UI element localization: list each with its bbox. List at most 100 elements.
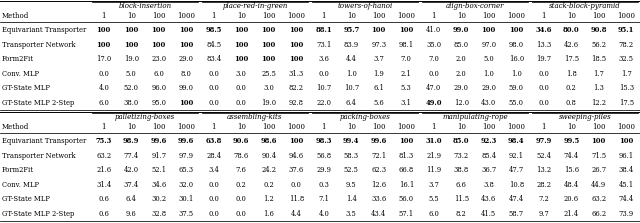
Text: 0.2: 0.2 xyxy=(566,84,577,92)
Text: 3.5: 3.5 xyxy=(346,210,356,218)
Text: 43.0: 43.0 xyxy=(481,99,497,107)
Text: 92.8: 92.8 xyxy=(289,99,304,107)
Text: 100: 100 xyxy=(591,137,606,145)
Text: 1: 1 xyxy=(321,124,326,131)
Text: 0.0: 0.0 xyxy=(208,99,219,107)
Text: GT-State MLP 2-Step: GT-State MLP 2-Step xyxy=(2,210,74,218)
Text: 98.0: 98.0 xyxy=(509,41,524,49)
Text: 0.0: 0.0 xyxy=(538,99,549,107)
Text: 3.1: 3.1 xyxy=(401,99,412,107)
Text: 100: 100 xyxy=(289,26,303,34)
Text: 16.1: 16.1 xyxy=(399,181,414,189)
Text: 1: 1 xyxy=(211,12,216,21)
Text: 1: 1 xyxy=(102,124,106,131)
Text: 3.4: 3.4 xyxy=(208,166,219,174)
Text: 3.0: 3.0 xyxy=(236,70,246,78)
Text: GT-State MLP 2-Step: GT-State MLP 2-Step xyxy=(2,99,74,107)
Text: 0.0: 0.0 xyxy=(236,84,246,92)
Text: 100: 100 xyxy=(179,26,193,34)
Text: 7.1: 7.1 xyxy=(318,195,329,203)
Text: 42.6: 42.6 xyxy=(564,41,579,49)
Text: 32.0: 32.0 xyxy=(179,181,194,189)
Text: 10.8: 10.8 xyxy=(509,181,524,189)
Text: 30.2: 30.2 xyxy=(151,195,166,203)
Text: 74.4: 74.4 xyxy=(619,195,634,203)
Text: 71.5: 71.5 xyxy=(591,152,606,160)
Text: 52.5: 52.5 xyxy=(344,166,358,174)
Text: 1000: 1000 xyxy=(177,124,195,131)
Text: 66.2: 66.2 xyxy=(591,210,606,218)
Text: 99.6: 99.6 xyxy=(150,137,167,145)
Text: 1000: 1000 xyxy=(617,12,636,21)
Text: place-red-in-green: place-red-in-green xyxy=(222,2,288,10)
Text: 100: 100 xyxy=(482,26,496,34)
Text: 47.7: 47.7 xyxy=(509,166,524,174)
Text: 19.0: 19.0 xyxy=(124,55,139,63)
Text: 100: 100 xyxy=(234,55,248,63)
Text: 75.3: 75.3 xyxy=(95,137,112,145)
Text: 52.4: 52.4 xyxy=(536,152,551,160)
Text: packing-boxes: packing-boxes xyxy=(340,114,390,122)
Text: 10: 10 xyxy=(237,124,246,131)
Text: 18.5: 18.5 xyxy=(591,55,606,63)
Text: 85.0: 85.0 xyxy=(453,137,470,145)
Text: 0.0: 0.0 xyxy=(428,70,439,78)
Text: 58.3: 58.3 xyxy=(344,152,359,160)
Text: 99.4: 99.4 xyxy=(343,137,360,145)
Text: 82.2: 82.2 xyxy=(289,84,304,92)
Text: manipulating-rope: manipulating-rope xyxy=(442,114,508,122)
Text: 92.1: 92.1 xyxy=(509,152,524,160)
Text: Method: Method xyxy=(2,12,29,21)
Text: 43.4: 43.4 xyxy=(371,210,387,218)
Text: 1.9: 1.9 xyxy=(373,70,384,78)
Text: 100: 100 xyxy=(372,12,385,21)
Text: 0.8: 0.8 xyxy=(566,99,577,107)
Text: 21.9: 21.9 xyxy=(426,152,441,160)
Text: 52.1: 52.1 xyxy=(151,166,166,174)
Text: Form2Fit: Form2Fit xyxy=(2,55,34,63)
Text: 57.1: 57.1 xyxy=(399,210,414,218)
Text: 6.0: 6.0 xyxy=(99,99,109,107)
Text: 48.4: 48.4 xyxy=(564,181,579,189)
Text: 1: 1 xyxy=(541,12,546,21)
Text: 10: 10 xyxy=(567,124,576,131)
Text: 5.6: 5.6 xyxy=(373,99,384,107)
Text: 100: 100 xyxy=(262,26,276,34)
Text: 72.1: 72.1 xyxy=(371,152,387,160)
Text: 99.0: 99.0 xyxy=(179,84,194,92)
Text: 94.6: 94.6 xyxy=(289,152,304,160)
Text: 100: 100 xyxy=(619,137,634,145)
Text: 97.0: 97.0 xyxy=(481,41,496,49)
Text: stack-block-pyramid: stack-block-pyramid xyxy=(549,2,621,10)
Text: 42.0: 42.0 xyxy=(124,166,139,174)
Text: 41.5: 41.5 xyxy=(481,210,496,218)
Text: 10: 10 xyxy=(457,12,466,21)
Text: 38.4: 38.4 xyxy=(619,166,634,174)
Text: 92.3: 92.3 xyxy=(481,137,497,145)
Text: 7.2: 7.2 xyxy=(538,195,549,203)
Text: 100: 100 xyxy=(124,26,138,34)
Text: 32.5: 32.5 xyxy=(619,55,634,63)
Text: 100: 100 xyxy=(509,26,524,34)
Text: 1.0: 1.0 xyxy=(346,70,356,78)
Text: 25.5: 25.5 xyxy=(261,70,276,78)
Text: 98.5: 98.5 xyxy=(205,26,222,34)
Text: 3.0: 3.0 xyxy=(263,84,274,92)
Text: 63.2: 63.2 xyxy=(591,195,606,203)
Text: 4.0: 4.0 xyxy=(99,84,109,92)
Text: 90.4: 90.4 xyxy=(261,152,276,160)
Text: 63.8: 63.8 xyxy=(205,137,222,145)
Text: 83.4: 83.4 xyxy=(206,55,221,63)
Text: 11.9: 11.9 xyxy=(426,166,442,174)
Text: 1000: 1000 xyxy=(287,124,305,131)
Text: GT-State MLP: GT-State MLP xyxy=(2,195,50,203)
Text: 91.7: 91.7 xyxy=(151,152,166,160)
Text: 100: 100 xyxy=(179,99,193,107)
Text: 100: 100 xyxy=(152,124,166,131)
Text: block-insertion: block-insertion xyxy=(118,2,172,10)
Text: 84.5: 84.5 xyxy=(206,41,221,49)
Text: sweeping-piles: sweeping-piles xyxy=(559,114,611,122)
Text: 10: 10 xyxy=(457,124,466,131)
Text: 100: 100 xyxy=(152,26,166,34)
Text: 100: 100 xyxy=(152,41,166,49)
